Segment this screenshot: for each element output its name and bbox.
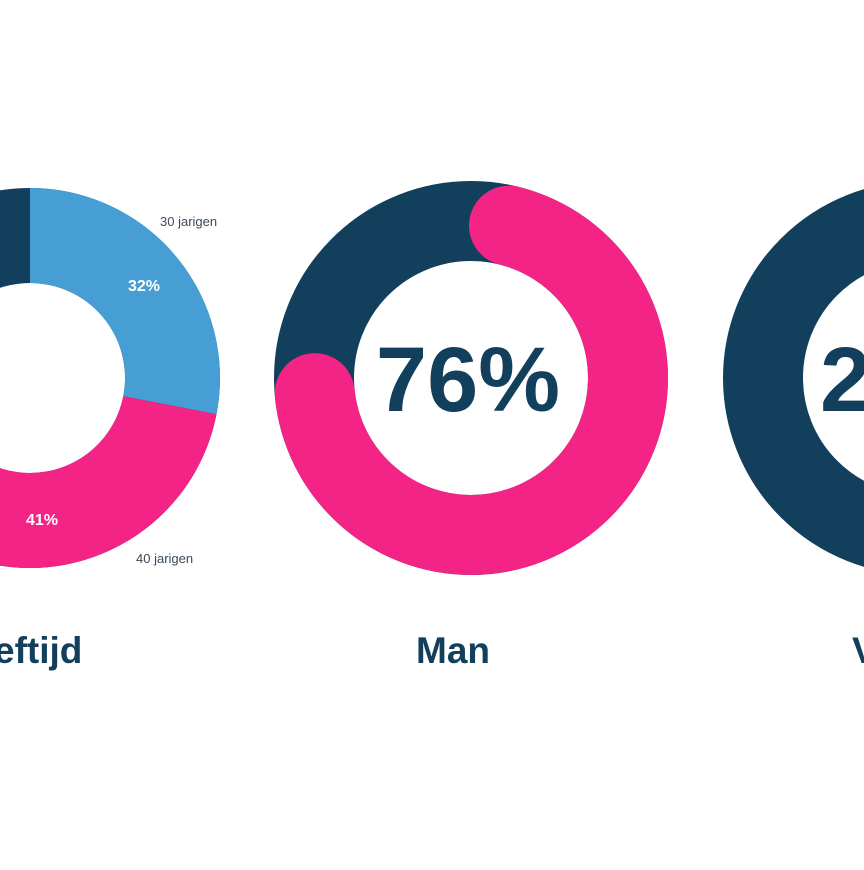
age-label-40-jarigen: 40 jarigen (136, 551, 193, 566)
age-donut: 32% 41% 30 jarigen 40 jarigen (0, 188, 220, 568)
vrouw-center-value: 2 (820, 329, 864, 431)
vrouw-donut: 2 (723, 189, 864, 567)
man-chart-title: Man (416, 630, 490, 671)
age-slice-40-value: 41% (26, 512, 58, 529)
age-label-30-jarigen: 30 jarigen (160, 214, 217, 229)
man-ring-value[interactable] (274, 181, 668, 575)
age-slice-30-value: 32% (128, 278, 160, 295)
age-slice-40-jarigen[interactable] (0, 396, 217, 568)
age-chart-title: eftijd (0, 630, 83, 671)
vrouw-ring-base[interactable] (723, 189, 864, 567)
age-slice-30-jarigen[interactable] (30, 188, 220, 415)
man-donut: 76% (274, 181, 668, 575)
vrouw-chart-title: V (852, 630, 864, 672)
man-center-value: 76% (376, 329, 560, 431)
